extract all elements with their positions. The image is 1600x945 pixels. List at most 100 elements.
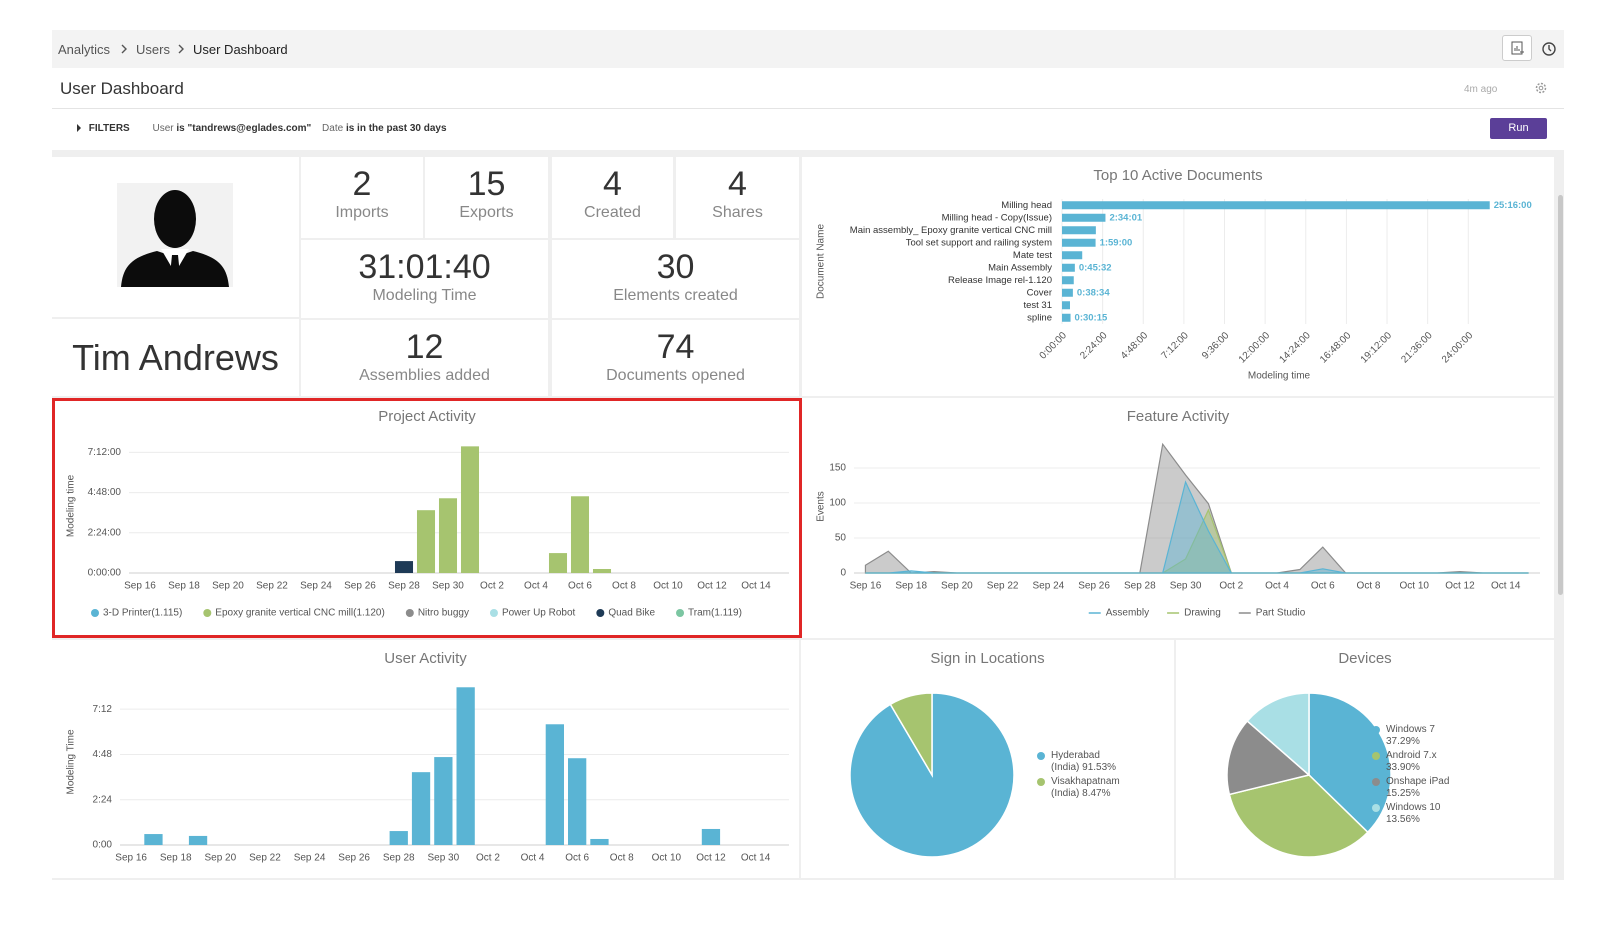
x-tick-label: Sep 28 [383, 853, 415, 864]
value-label: 0:45:32 [1079, 262, 1112, 273]
export-button[interactable] [1502, 35, 1532, 61]
bar [590, 838, 609, 845]
stat-label: Exports [459, 204, 514, 221]
legend-value: 15.25% [1386, 788, 1420, 799]
legend-label: Part Studio [1256, 608, 1306, 619]
legend-value: 91.53% [1082, 762, 1117, 773]
legend-swatch [1372, 804, 1380, 812]
legend: Assembly Drawing Part Studio [1088, 608, 1306, 619]
y-axis-label: Document Name [816, 224, 827, 299]
pie-slice [1308, 692, 1392, 834]
y-tick-label: 2:24 [93, 794, 113, 805]
legend-swatch [1372, 726, 1380, 734]
x-tick-label: Oct 4 [1265, 581, 1289, 592]
bar [1062, 251, 1083, 260]
stat-card: 4 Shares [676, 157, 799, 238]
x-tick-label: Oct 8 [1357, 581, 1381, 592]
y-tick-label: 7:12:00 [88, 447, 122, 458]
stat-label: Imports [335, 204, 389, 221]
y-tick-label: 7:12 [93, 704, 113, 715]
x-tick-label: Sep 24 [300, 581, 332, 592]
stat-card: 15 Exports [425, 157, 548, 238]
profile-photo [52, 157, 299, 317]
chart-title: Sign in Locations [930, 650, 1044, 667]
stat-value: 15 [467, 165, 506, 203]
stat-value: 4 [603, 165, 622, 203]
chart-panel: Top 10 Active Documents 0:00:00 2:24:00 4:4… [802, 157, 1554, 396]
bar [592, 568, 612, 573]
stat-value: 12 [405, 328, 444, 366]
stat-label: Assemblies added [359, 367, 490, 384]
category-label: Release Image rel-1.120 [948, 275, 1052, 286]
expand-icon[interactable] [76, 124, 82, 133]
category-label: Cover [1027, 287, 1052, 298]
x-tick-label: Oct 8 [610, 853, 634, 864]
value-label: 0:30:15 [1075, 312, 1108, 323]
pie-slice [1226, 719, 1311, 796]
breadcrumb-bar: Analytics Users User Dashboard [52, 30, 1564, 68]
dashboard-title: User Dashboard [60, 79, 184, 98]
x-tick-label: 14:24:00 [1277, 330, 1313, 366]
x-tick-label: 2:24:00 [1078, 330, 1110, 362]
legend-item: Onshape iPad 15.25% [1372, 776, 1472, 800]
bar [456, 687, 475, 845]
value-label: 1:59:00 [1100, 237, 1133, 248]
settings-icon[interactable] [1534, 81, 1548, 95]
stat-card: 30 Elements created [552, 240, 799, 318]
x-tick-label: Oct 2 [476, 853, 500, 864]
category-label: Tool set support and railing system [906, 237, 1052, 248]
x-tick-label: Oct 14 [1491, 581, 1521, 592]
area [865, 480, 1529, 574]
bar [1062, 288, 1073, 297]
y-tick-label: 0:00 [93, 840, 113, 851]
legend-label: Windows 7 [1386, 724, 1435, 735]
chart-panel: User Activity 0:00 2:24 4:48 7:12 Sep 16 Sep 1… [52, 640, 799, 878]
stat-card: 31:01:40 Modeling Time [301, 240, 548, 318]
legend-label: Onshape iPad [1386, 776, 1450, 787]
stat-label: Modeling Time [372, 287, 477, 304]
x-tick-label: Sep 20 [212, 581, 244, 592]
bar [460, 446, 480, 573]
x-tick-label: 4:48:00 [1119, 330, 1151, 362]
x-tick-label: 16:48:00 [1318, 330, 1354, 366]
bar [1062, 313, 1071, 322]
breadcrumb-link[interactable]: Users [136, 42, 170, 57]
y-axis-label: Events [816, 491, 827, 522]
category-label: Milling head [1001, 200, 1052, 211]
x-tick-label: Sep 24 [294, 853, 326, 864]
history-icon[interactable] [1541, 41, 1557, 57]
x-tick-label: Oct 12 [696, 853, 726, 864]
filter-field: Date [322, 123, 344, 134]
bar [1062, 226, 1096, 235]
chart-panel: Sign in Locations Hyderabad (India) 91.53… [801, 640, 1174, 878]
y-axis-label: Modeling time [66, 474, 77, 537]
y-tick-label: 0 [840, 568, 846, 579]
value-label: 2:34:01 [1109, 212, 1142, 223]
x-tick-label: Oct 14 [741, 853, 771, 864]
filter-condition: is "tandrews@eglades.com" [176, 123, 312, 134]
x-tick-label: Oct 8 [612, 581, 636, 592]
run-button[interactable]: Run [1490, 118, 1547, 139]
filters-label[interactable]: FILTERS [88, 123, 130, 134]
legend-value: 8.47% [1082, 788, 1111, 799]
breadcrumb-link[interactable]: Analytics [58, 42, 111, 57]
bar [1062, 263, 1075, 272]
legend-label: Assembly [1106, 608, 1149, 619]
legend-label: Windows 10 [1386, 802, 1441, 813]
x-tick-label: Oct 6 [1311, 581, 1335, 592]
filters-row: FILTERS User is "tandrews@eglades.com" D… [76, 123, 447, 134]
legend-label: Visakhapatnam (India) [1051, 776, 1120, 799]
x-tick-label: Sep 18 [160, 853, 192, 864]
category-label: Main Assembly [988, 262, 1052, 273]
bar [568, 758, 587, 845]
chart: Top 10 Active Documents 0:00:00 2:24:00 4:4… [816, 167, 1532, 382]
scrollbar[interactable] [1558, 195, 1563, 595]
legend-swatch [203, 609, 212, 617]
chart: Sign in Locations [849, 650, 1045, 858]
bar [570, 496, 590, 573]
stat-value: 31:01:40 [358, 248, 491, 286]
x-tick-label: Oct 14 [741, 581, 771, 592]
bar [548, 553, 568, 573]
x-tick-label: Sep 16 [850, 581, 882, 592]
